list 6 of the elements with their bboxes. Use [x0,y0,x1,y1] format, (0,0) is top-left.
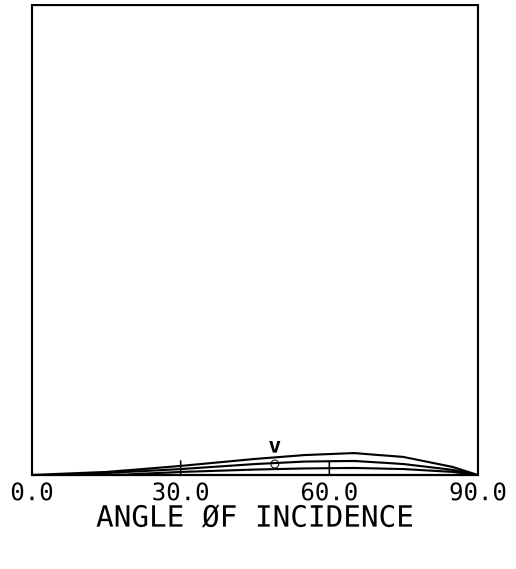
annotation: v [269,440,280,453]
x-tick-label: 60.0 [302,482,357,501]
x-tick-label: 30.0 [153,482,208,501]
x-tick-label: 90.0 [450,482,506,501]
x-axis-title: ANGLE ØF INCIDENCE [96,504,412,528]
x-tick-label: 0.0 [12,482,52,501]
